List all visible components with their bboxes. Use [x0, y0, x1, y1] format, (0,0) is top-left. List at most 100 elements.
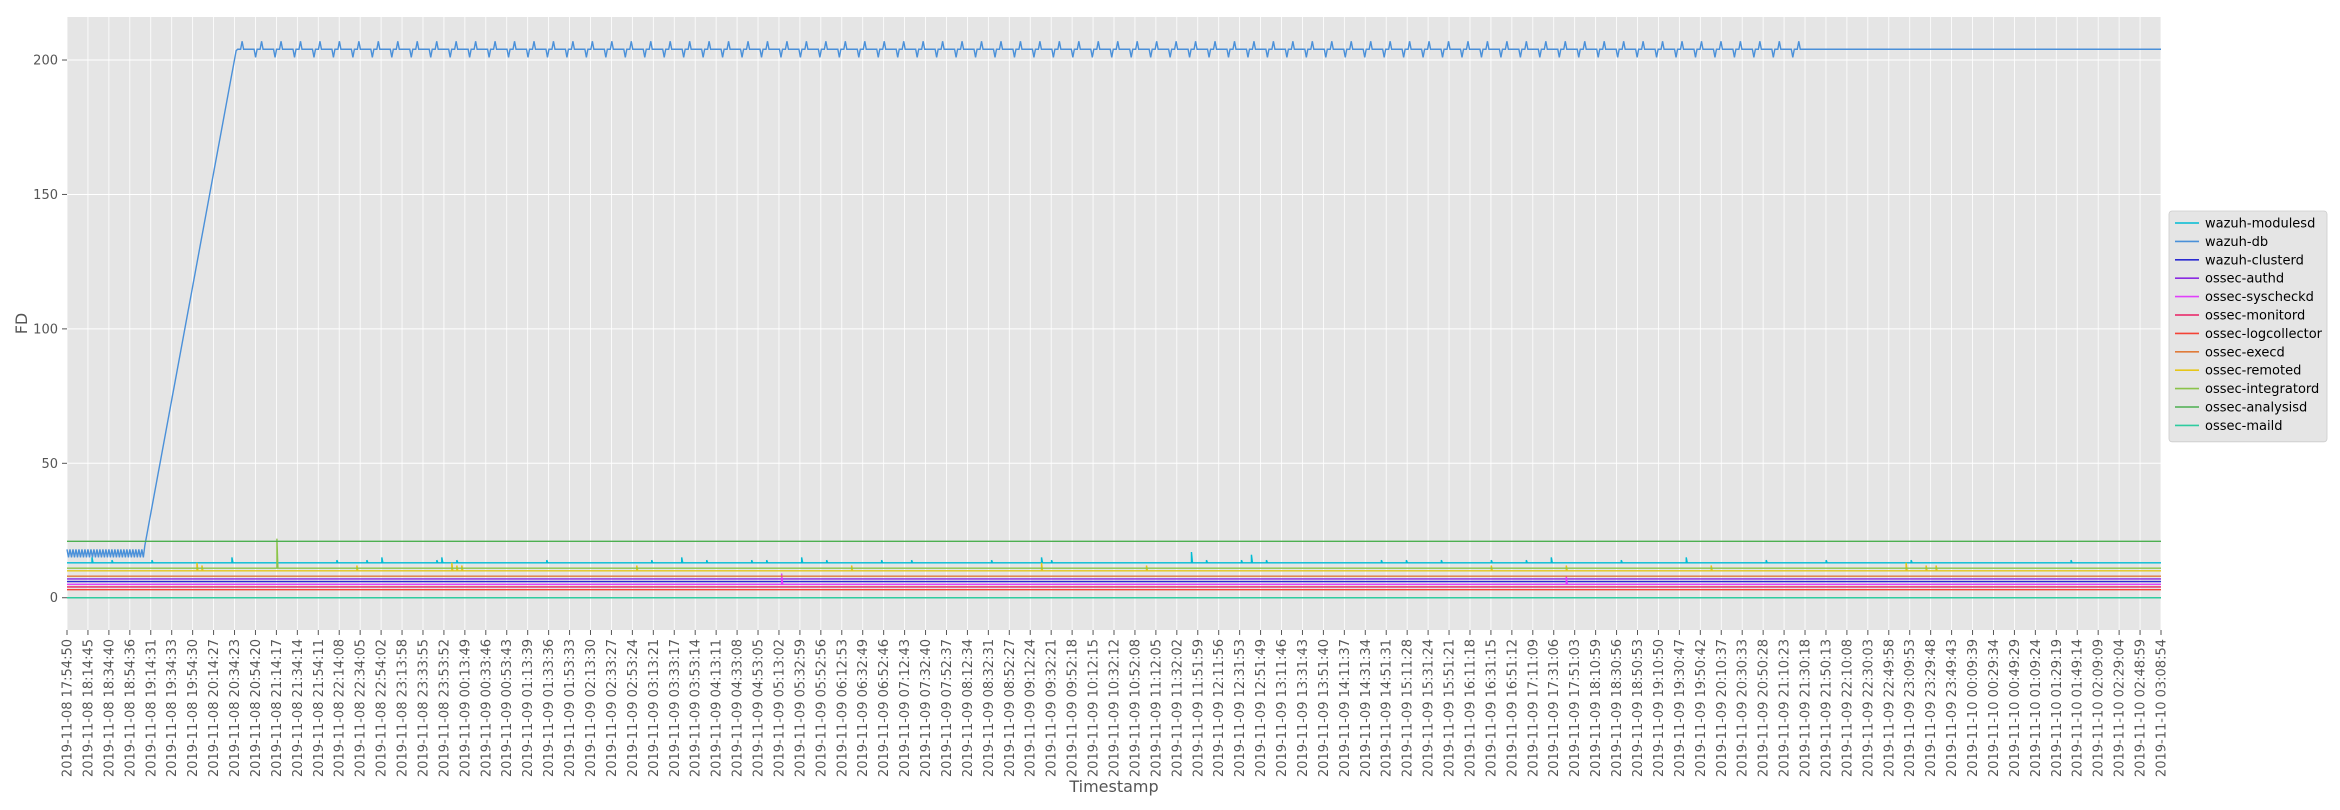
x-tick-label: 2019-11-10 02:29:04	[2113, 639, 2128, 777]
x-tick-label: 2019-11-09 16:51:12	[1505, 639, 1520, 777]
x-tick-label: 2019-11-09 15:31:24	[1422, 639, 1437, 777]
x-tick-label: 2019-11-10 00:09:39	[1966, 639, 1981, 777]
x-tick-label: 2019-11-09 22:30:03	[1861, 639, 1876, 777]
x-tick-label: 2019-11-08 18:34:40	[102, 639, 117, 777]
legend-label-ossec-authd: ossec-authd	[2205, 272, 2284, 287]
x-tick-label: 2019-11-08 20:34:23	[228, 639, 243, 777]
x-tick-label: 2019-11-09 20:10:37	[1715, 639, 1730, 777]
x-tick-label: 2019-11-09 01:53:33	[563, 639, 578, 777]
x-tick-label: 2019-11-09 01:33:36	[542, 639, 557, 777]
series-line-ossec-integratord	[67, 538, 2161, 569]
legend-label-ossec-monitord: ossec-monitord	[2205, 309, 2305, 324]
x-tick-label: 2019-11-09 05:32:59	[793, 639, 808, 777]
x-tick-label: 2019-11-09 19:10:50	[1652, 639, 1667, 777]
y-axis-label: FD	[12, 313, 31, 335]
x-tick-label: 2019-11-09 15:51:21	[1443, 639, 1458, 777]
x-tick-label: 2019-11-09 07:52:37	[940, 639, 955, 777]
x-tick-label: 2019-11-09 06:32:49	[856, 639, 871, 777]
x-tick-label: 2019-11-09 13:31:43	[1296, 639, 1311, 777]
series-layer	[66, 41, 2161, 599]
x-tick-label: 2019-11-08 22:14:08	[333, 639, 348, 777]
series-line-wazuh-modulesd	[67, 551, 2161, 564]
x-tick-label: 2019-11-09 21:30:18	[1799, 639, 1814, 777]
x-tick-label: 2019-11-10 02:09:09	[2092, 639, 2107, 777]
x-tick-label: 2019-11-09 03:13:21	[647, 639, 662, 777]
series-line-ossec-remoted	[67, 562, 2161, 572]
legend-label-wazuh-modulesd: wazuh-modulesd	[2205, 217, 2315, 232]
legend-label-ossec-syscheckd: ossec-syscheckd	[2205, 290, 2314, 305]
x-tick-label: 2019-11-09 08:12:34	[961, 639, 976, 777]
y-tick-label: 150	[33, 188, 58, 203]
x-tick-label: 2019-11-09 06:12:53	[835, 639, 850, 777]
x-tick-label: 2019-11-08 19:14:31	[144, 639, 159, 777]
x-tick-label: 2019-11-08 21:34:14	[291, 639, 306, 777]
x-tick-label: 2019-11-09 11:51:59	[1191, 639, 1206, 777]
x-tick-label: 2019-11-09 22:10:08	[1840, 639, 1855, 777]
x-tick-label: 2019-11-09 23:29:48	[1924, 639, 1939, 777]
legend: wazuh-modulesd wazuh-db wazuh-clusterd osse…	[2168, 210, 2328, 443]
x-tick-label: 2019-11-09 14:11:37	[1338, 639, 1353, 777]
x-tick-label: 2019-11-09 10:12:15	[1087, 639, 1102, 777]
x-tick-label: 2019-11-09 02:33:27	[605, 639, 620, 777]
x-tick-label: 2019-11-09 07:32:40	[919, 639, 934, 777]
grid-lines	[66, 17, 2162, 630]
legend-label-ossec-execd: ossec-execd	[2205, 345, 2285, 360]
x-tick-label: 2019-11-10 01:49:14	[2071, 639, 2086, 777]
x-tick-label: 2019-11-09 12:51:49	[1254, 639, 1269, 777]
x-tick-label: 2019-11-09 20:50:28	[1757, 639, 1772, 777]
legend-label-wazuh-clusterd: wazuh-clusterd	[2205, 253, 2304, 268]
x-tick-label: 2019-11-08 23:53:52	[437, 639, 452, 777]
x-tick-label: 2019-11-10 02:48:59	[2134, 639, 2149, 777]
x-tick-label: 2019-11-09 13:51:40	[1317, 639, 1332, 777]
x-tick-label: 2019-11-10 01:29:19	[2050, 639, 2065, 777]
y-tick-label: 200	[33, 54, 58, 69]
x-tick-label: 2019-11-09 16:11:18	[1463, 639, 1478, 777]
x-tick-label: 2019-11-08 22:54:02	[375, 639, 390, 777]
x-tick-label: 2019-11-08 23:33:55	[416, 639, 431, 777]
x-tick-label: 2019-11-09 17:51:03	[1568, 639, 1583, 777]
legend-label-ossec-maild: ossec-maild	[2205, 419, 2282, 434]
x-tick-label: 2019-11-09 04:53:05	[752, 639, 767, 777]
x-tick-label: 2019-11-09 12:11:56	[1212, 639, 1227, 777]
x-tick-label: 2019-11-09 19:50:42	[1694, 639, 1709, 777]
x-tick-label: 2019-11-09 09:32:21	[1045, 639, 1060, 777]
x-tick-label: 2019-11-08 18:14:45	[81, 639, 96, 777]
x-tick-label: 2019-11-09 18:30:56	[1610, 639, 1625, 777]
x-tick-label: 2019-11-09 02:53:24	[626, 639, 641, 777]
x-tick-label: 2019-11-08 20:54:20	[249, 639, 264, 777]
legend-label-ossec-logcollector: ossec-logcollector	[2205, 327, 2323, 342]
x-tick-label: 2019-11-09 13:11:46	[1275, 639, 1290, 777]
legend-box	[2168, 210, 2328, 443]
legend-label-ossec-integratord: ossec-integratord	[2205, 382, 2319, 397]
x-tick-label: 2019-11-09 18:10:59	[1589, 639, 1604, 777]
x-tick-label: 2019-11-09 00:53:43	[500, 639, 515, 777]
x-tick-label: 2019-11-09 21:50:13	[1819, 639, 1834, 777]
x-tick-label: 2019-11-08 21:54:11	[312, 639, 327, 777]
x-tick-label: 2019-11-09 07:12:43	[898, 639, 913, 777]
x-tick-label: 2019-11-09 23:09:53	[1903, 639, 1918, 777]
x-tick-label: 2019-11-09 09:12:24	[1024, 639, 1039, 777]
x-tick-label: 2019-11-09 23:49:43	[1945, 639, 1960, 777]
y-tick-label: 0	[50, 591, 58, 606]
x-tick-label: 2019-11-08 19:54:30	[186, 639, 201, 777]
x-tick-label: 2019-11-09 04:13:11	[710, 639, 725, 777]
x-tick-label: 2019-11-09 05:13:02	[772, 639, 787, 777]
x-tick-label: 2019-11-08 22:34:05	[354, 639, 369, 777]
x-tick-label: 2019-11-09 03:53:14	[689, 639, 704, 777]
y-axis-ticks: 0 50 100 150 200	[33, 54, 67, 606]
x-tick-label: 2019-11-08 20:14:27	[207, 639, 222, 777]
y-tick-label: 50	[41, 457, 58, 472]
legend-label-ossec-analysisd: ossec-analysisd	[2205, 401, 2307, 416]
x-tick-label: 2019-11-09 06:52:46	[877, 639, 892, 777]
x-tick-label: 2019-11-09 00:33:46	[479, 639, 494, 777]
x-tick-label: 2019-11-08 21:14:17	[270, 639, 285, 777]
x-tick-label: 2019-11-09 10:52:08	[1128, 639, 1143, 777]
x-tick-label: 2019-11-09 16:31:15	[1484, 639, 1499, 777]
x-tick-label: 2019-11-09 14:31:34	[1359, 639, 1374, 777]
x-tick-label: 2019-11-09 08:32:31	[982, 639, 997, 777]
x-tick-label: 2019-11-09 17:31:06	[1547, 639, 1562, 777]
x-tick-label: 2019-11-09 11:32:02	[1170, 639, 1185, 777]
x-tick-label: 2019-11-09 19:30:47	[1673, 639, 1688, 777]
y-tick-label: 100	[33, 322, 58, 337]
